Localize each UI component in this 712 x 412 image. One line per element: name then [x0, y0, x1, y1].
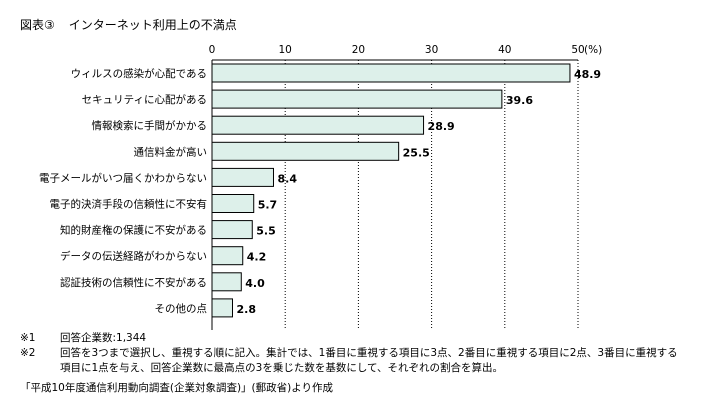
bar — [211, 194, 255, 213]
data-label: 2.8 — [236, 303, 256, 316]
bar — [211, 63, 571, 83]
note-text: 回答企業数:1,344 — [60, 332, 147, 344]
category-label: セキュリティに心配がある — [82, 93, 207, 106]
bar — [211, 220, 253, 240]
figure-label: 図表③ — [20, 18, 55, 32]
bar — [211, 141, 400, 161]
data-label: 8.4 — [277, 172, 297, 185]
category-label: 電子メールがいつ届くかわからない — [39, 171, 207, 184]
data-label: 48.9 — [574, 68, 601, 81]
data-label: 4.0 — [245, 277, 265, 290]
data-label: 25.5 — [403, 146, 430, 159]
bar — [211, 298, 233, 318]
bar — [211, 167, 274, 187]
data-label: 4.2 — [247, 251, 267, 264]
bar — [211, 272, 242, 292]
bar — [211, 115, 425, 135]
category-label: ウィルスの感染が心配である — [71, 67, 207, 80]
notes: ※1 回答企業数:1,344 ※2 回答を3つまで選択し、重視する順に記入。集計では、… — [20, 331, 678, 376]
data-label: 5.7 — [258, 199, 278, 212]
figure-title-text: インターネット利用上の不満点 — [68, 18, 237, 32]
category-label: データの伝送経路がわからない — [60, 250, 207, 263]
data-label: 5.5 — [256, 225, 276, 238]
category-label: 認証技術の信頼性に不安がある — [60, 276, 207, 289]
x-tick-label: 10 — [279, 44, 292, 56]
x-tick-label: 20 — [352, 44, 365, 56]
bar-chart: 0 10 20 30 40 50 (%) ウィルスの感染が心配である 48.9 セキュリティに心配… — [39, 44, 602, 330]
bar — [211, 246, 244, 266]
note-text: 項目に1点を与え、回答企業数に最高点の3を乗じた数を基数にして、それぞれの割合を… — [60, 362, 504, 374]
x-unit-label: (%) — [584, 44, 602, 56]
x-tick-label: 50 — [571, 44, 584, 56]
note-text: 回答を3つまで選択し、重視する順に記入。集計では、1番目に重視する項目に3点、2… — [60, 347, 678, 359]
note-row: ※1 回答企業数:1,344 — [20, 331, 678, 346]
figure-title: 図表③ インターネット利用上の不満点 — [20, 16, 237, 33]
note-mark: ※1 — [20, 332, 36, 344]
category-label: 電子的決済手段の信頼性に不安有 — [50, 198, 208, 211]
category-label: 通信料金が高い — [134, 145, 208, 158]
category-label: その他の点 — [155, 302, 208, 315]
bar — [211, 89, 503, 109]
x-tick-label: 0 — [209, 44, 216, 56]
note-mark: ※2 — [20, 347, 36, 359]
note-row: ※2 回答を3つまで選択し、重視する順に記入。集計では、1番目に重視する項目に3点… — [20, 346, 678, 361]
data-label: 28.9 — [428, 120, 455, 133]
category-label: 知的財産権の保護に不安がある — [60, 224, 207, 237]
x-tick-label: 40 — [498, 44, 511, 56]
source-note: 「平成10年度通信利用動向調査(企業対象調査)」(郵政省)より作成 — [20, 382, 334, 394]
category-label: 情報検索に手間がかかる — [92, 119, 208, 132]
data-label: 39.6 — [506, 94, 533, 107]
x-tick-label: 30 — [425, 44, 438, 56]
